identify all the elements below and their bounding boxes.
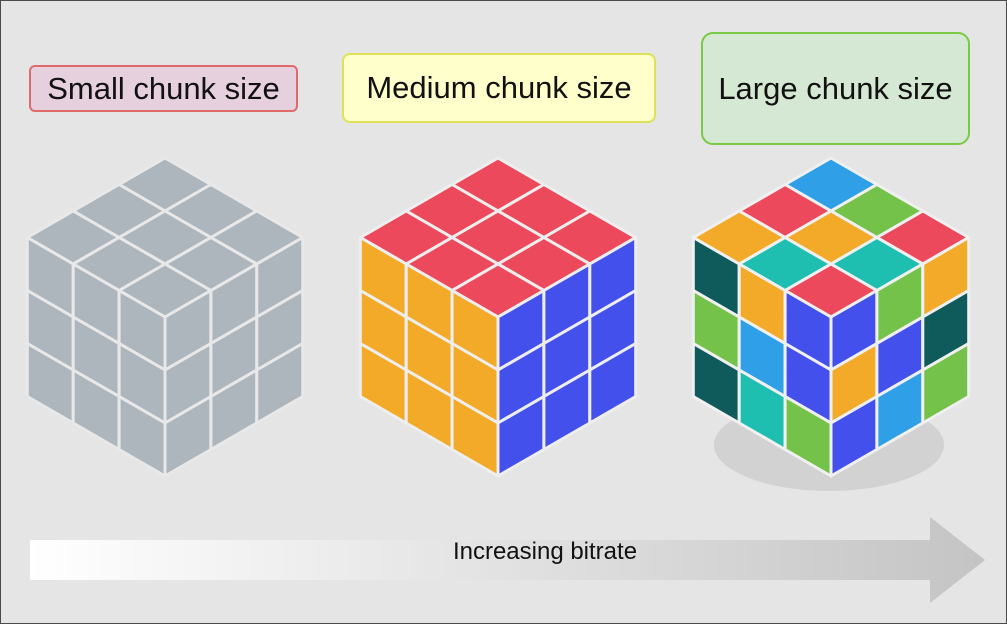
large-chunk-label: Large chunk size <box>701 32 970 145</box>
right-tile <box>588 342 638 425</box>
medium-chunk-cube <box>358 156 638 478</box>
small-chunk-cube <box>25 156 305 478</box>
medium-chunk-label: Medium chunk size <box>342 53 656 123</box>
bitrate-arrow <box>30 517 985 603</box>
bitrate-arrow-label: Increasing bitrate <box>452 538 638 565</box>
right-tile <box>255 342 305 425</box>
right-tile <box>921 342 971 425</box>
small-chunk-label: Small chunk size <box>29 65 298 112</box>
large-chunk-cube <box>691 156 971 478</box>
